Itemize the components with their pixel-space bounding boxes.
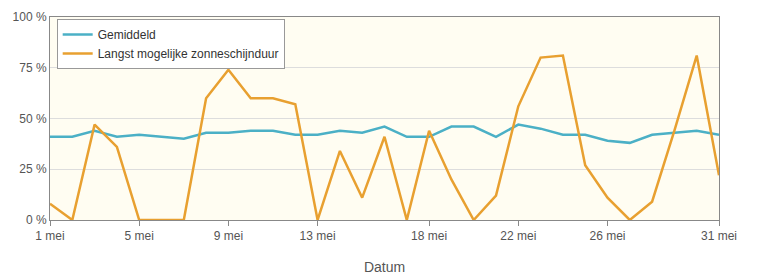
svg-text:25 %: 25 % <box>19 162 47 176</box>
svg-text:13 mei: 13 mei <box>300 229 336 243</box>
svg-text:Langst mogelijke zonneschijndu: Langst mogelijke zonneschijnduur <box>98 47 279 61</box>
svg-text:1 mei: 1 mei <box>35 229 64 243</box>
svg-text:75 %: 75 % <box>19 61 47 75</box>
svg-text:9 mei: 9 mei <box>214 229 243 243</box>
svg-text:100 %: 100 % <box>13 10 47 24</box>
svg-text:31 mei: 31 mei <box>701 229 737 243</box>
svg-text:Gemiddeld: Gemiddeld <box>98 28 156 42</box>
svg-text:Datum: Datum <box>364 259 405 275</box>
svg-text:22 mei: 22 mei <box>500 229 536 243</box>
svg-text:26 mei: 26 mei <box>589 229 625 243</box>
svg-text:18 mei: 18 mei <box>411 229 447 243</box>
svg-text:5 mei: 5 mei <box>125 229 154 243</box>
svg-text:50 %: 50 % <box>19 112 47 126</box>
svg-text:0 %: 0 % <box>26 213 47 227</box>
